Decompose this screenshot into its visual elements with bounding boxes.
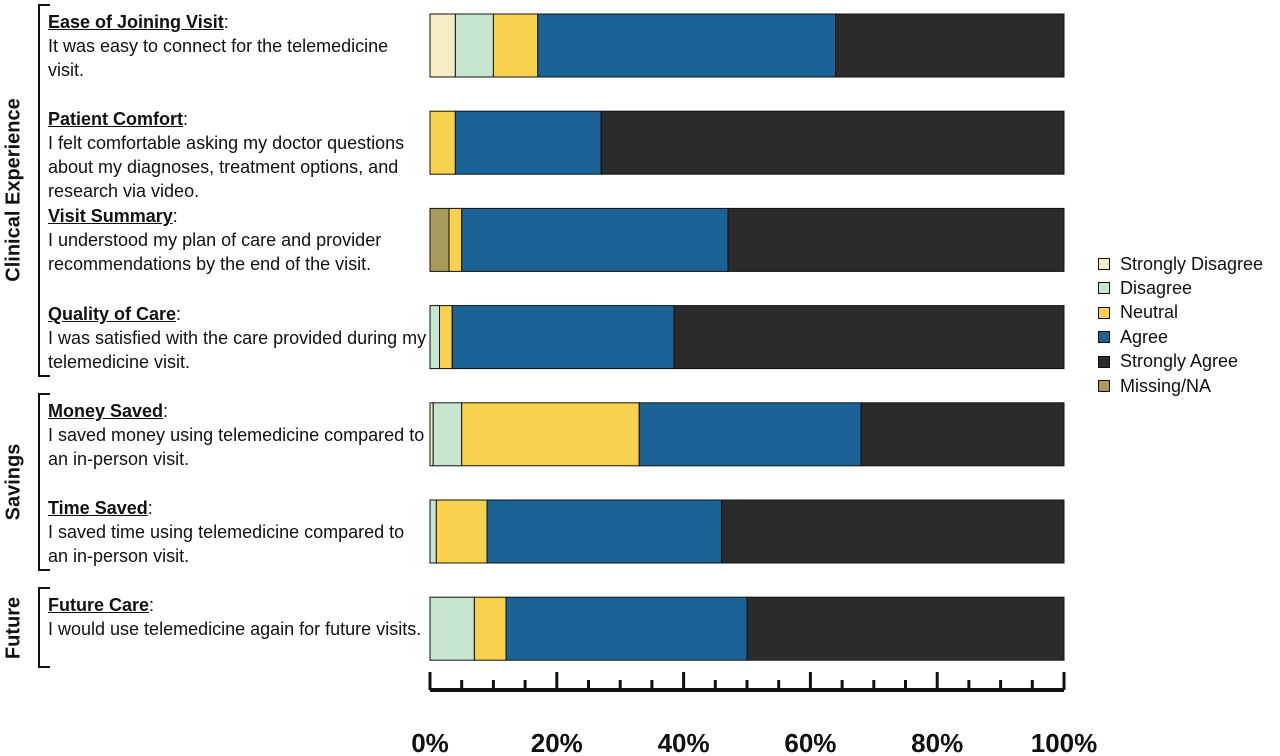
row-label: Money Saved: I saved money using telemedi…: [48, 399, 428, 471]
bar-segment-disagree: [454, 13, 494, 78]
legend-item: Missing/NA: [1098, 374, 1211, 398]
row-label: Visit Summary: I understood my plan of ca…: [48, 204, 428, 276]
row-heading: Future Care: [48, 595, 150, 616]
x-tick-label: 60%: [784, 728, 836, 756]
bar-segment-agree: [461, 207, 729, 272]
row-heading: Quality of Care: [48, 303, 177, 324]
row-heading: Ease of Joining Visit: [48, 12, 224, 32]
bar-segment-agree: [486, 499, 723, 564]
row-heading-colon: :: [149, 595, 155, 616]
bar-segment-missing-na: [429, 207, 450, 272]
legend-label: Missing/NA: [1120, 375, 1212, 396]
bar-segment-neutral: [448, 207, 463, 272]
bar-segment-neutral: [492, 13, 539, 78]
x-tick-label: 40%: [658, 728, 710, 756]
row-statement: I understood my plan of care and provide…: [48, 230, 382, 275]
legend-label: Strongly Agree: [1120, 351, 1239, 372]
legend-swatch: [1098, 258, 1110, 270]
bar-segment-strongly-agree: [727, 207, 1065, 272]
legend-label: Agree: [1120, 326, 1169, 347]
bar-segment-neutral: [435, 499, 488, 564]
legend-swatch: [1098, 306, 1110, 319]
bar-segment-strongly-agree: [835, 13, 1065, 78]
group-bracket: [38, 392, 50, 571]
group-label: Clinical Experience: [2, 98, 25, 283]
legend-swatch: [1098, 331, 1110, 344]
legend-swatch: [1098, 355, 1110, 368]
row-statement: It was easy to connect for the telemedic…: [48, 36, 389, 80]
bar-segment-neutral: [439, 305, 453, 370]
row-heading-colon: :: [147, 498, 153, 518]
bar-segment-strongly-agree: [860, 402, 1065, 467]
row-label: Ease of Joining Visit: It was easy to con…: [48, 10, 428, 82]
row-heading-colon: :: [183, 109, 189, 130]
row-heading: Money Saved: [48, 400, 164, 421]
bar-segment-strongly-agree: [721, 499, 1065, 564]
row-statement: I saved time using telemedicine compared…: [48, 522, 405, 566]
bar-segment-strongly-disagree: [429, 13, 456, 78]
legend-item: Strongly Disagree: [1098, 252, 1263, 276]
legend-swatch: [1098, 282, 1110, 295]
bar-segment-strongly-agree: [600, 110, 1065, 175]
bar-segment-agree: [537, 13, 837, 78]
bar-segment-neutral: [429, 110, 456, 175]
row-heading-colon: :: [223, 12, 229, 32]
legend-swatch: [1098, 380, 1110, 392]
bar-segment-agree: [454, 110, 602, 175]
row-statement: I felt comfortable asking my doctor ques…: [48, 133, 405, 202]
group-label: Savings: [2, 443, 25, 521]
row-label: Quality of Care: I was satisfied with the…: [48, 302, 428, 374]
bar-segment-strongly-agree: [673, 305, 1065, 370]
row-heading-colon: :: [163, 400, 169, 421]
x-tick-label: 80%: [911, 728, 963, 756]
x-tick-label: 20%: [531, 728, 583, 756]
legend-item: Disagree: [1098, 276, 1192, 300]
bar-segment-disagree: [429, 305, 441, 370]
bar-segment-neutral: [461, 402, 640, 467]
row-heading: Patient Comfort: [48, 109, 183, 130]
bar-segment-agree: [638, 402, 862, 467]
bar-segment-neutral: [473, 596, 507, 661]
row-heading-colon: :: [176, 303, 182, 324]
bar-segment-agree: [505, 596, 748, 661]
bar-segment-agree: [451, 305, 675, 370]
group-bracket: [38, 587, 50, 669]
row-statement: I was satisfied with the care provided d…: [48, 327, 427, 372]
group-label: Future: [2, 596, 25, 659]
row-heading: Time Saved: [48, 498, 148, 518]
bar-segment-disagree: [429, 499, 437, 564]
legend-label: Neutral: [1120, 302, 1179, 323]
row-heading-colon: :: [172, 206, 178, 227]
row-label: Future Care: I would use telemedicine aga…: [48, 593, 428, 641]
group-bracket: [38, 4, 50, 377]
x-tick-label: 0%: [411, 728, 449, 756]
legend-label: Strongly Disagree: [1120, 253, 1264, 274]
bar-segment-disagree: [432, 402, 463, 467]
row-label: Patient Comfort: I felt comfortable askin…: [48, 107, 428, 203]
legend-item: Agree: [1098, 325, 1168, 349]
bar-segment-strongly-agree: [746, 596, 1065, 661]
legend-label: Disagree: [1120, 277, 1193, 298]
legend-item: Neutral: [1098, 301, 1178, 325]
x-tick-label: 100%: [1031, 728, 1098, 756]
row-label: Time Saved: I saved time using telemedici…: [48, 496, 428, 568]
row-statement: I saved money using telemedicine compare…: [48, 424, 425, 469]
row-heading: Visit Summary: [48, 206, 173, 227]
legend-item: Strongly Agree: [1098, 350, 1238, 374]
row-statement: I would use telemedicine again for futur…: [48, 619, 422, 640]
bar-segment-disagree: [429, 596, 475, 661]
